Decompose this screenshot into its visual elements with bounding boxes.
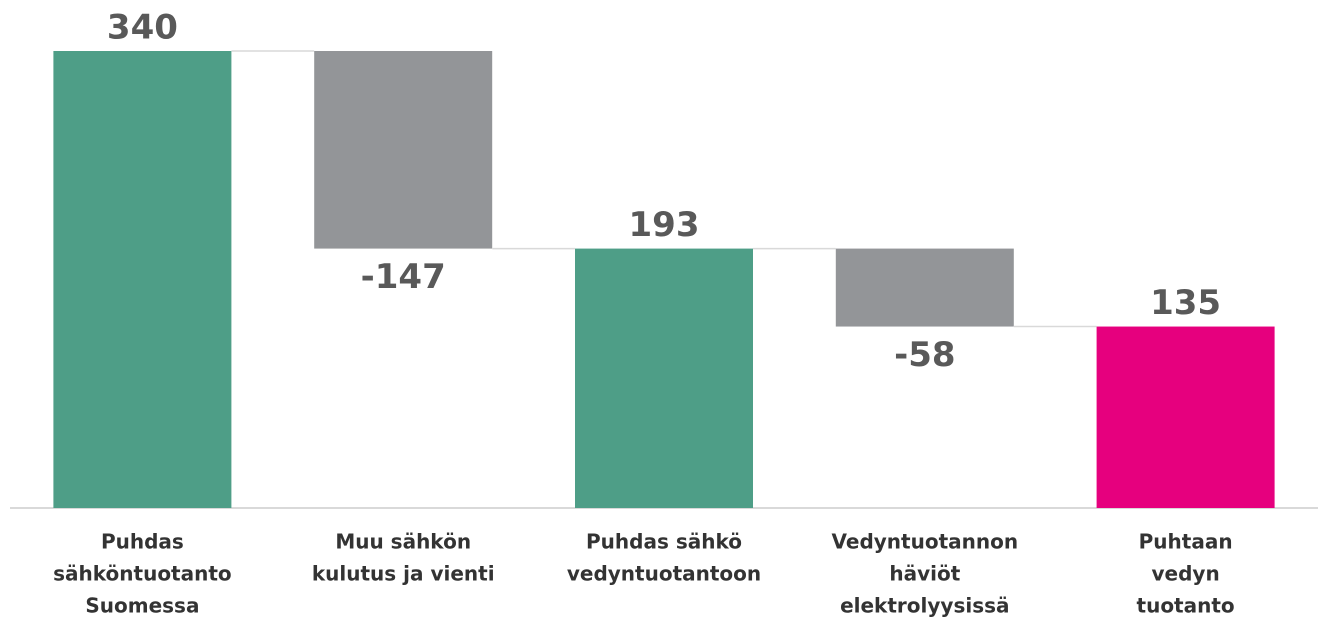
bar [1096, 326, 1275, 508]
x-tick-label: elektrolyysissä [840, 594, 1009, 618]
value-label: 193 [629, 205, 700, 245]
x-tick-label: Puhdas [101, 530, 184, 554]
x-tick-label: tuotanto [1137, 594, 1235, 618]
x-tick-label: häviöt [889, 562, 960, 586]
value-label: -147 [361, 257, 446, 297]
x-tick-label: kulutus ja vienti [312, 562, 495, 586]
value-label: 135 [1150, 283, 1221, 323]
bar [835, 248, 1014, 327]
x-tick-label: Suomessa [85, 594, 199, 618]
x-tick-label: Muu sähkön [335, 530, 471, 554]
x-tick-label: Puhtaan [1139, 530, 1233, 554]
value-label: -58 [894, 335, 955, 375]
x-tick-label: Puhdas sähkö [586, 530, 742, 554]
bar [53, 51, 232, 508]
value-label: 340 [107, 8, 178, 48]
x-tick-label: vedyn [1151, 562, 1219, 586]
bar [575, 248, 753, 508]
x-tick-label: sähköntuotanto [53, 562, 232, 586]
x-tick-label: vedyntuotantoon [567, 562, 761, 586]
x-tick-label: Vedyntuotannon [832, 530, 1019, 554]
bar [314, 51, 493, 249]
